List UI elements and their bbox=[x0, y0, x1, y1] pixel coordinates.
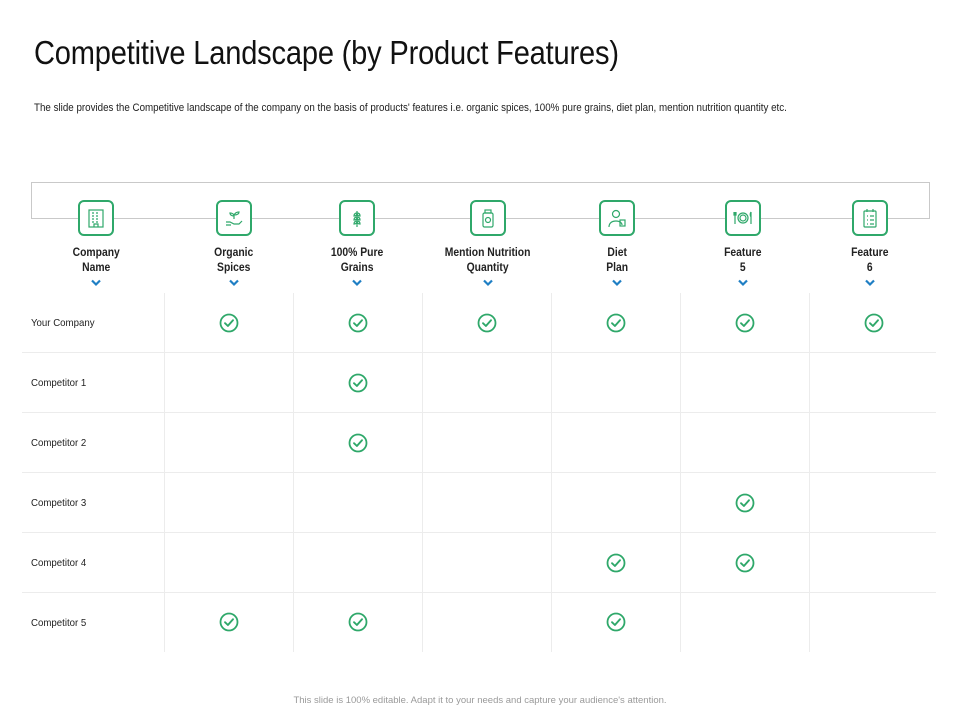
row-label: Competitor 3 bbox=[31, 497, 87, 509]
column-label: Organic Spices bbox=[214, 247, 254, 274]
check-icon bbox=[348, 373, 368, 393]
chevron-down-icon bbox=[352, 279, 362, 287]
column-pure-grains: 100% Pure Grains bbox=[297, 200, 417, 287]
column-nutrition-quantity: Mention Nutrition Quantity bbox=[428, 200, 548, 287]
checklist-calendar-icon bbox=[852, 200, 888, 236]
check-icon bbox=[735, 313, 755, 333]
column-label: Mention Nutrition Quantity bbox=[445, 247, 531, 274]
check-icon bbox=[348, 612, 368, 632]
chevron-down-icon bbox=[865, 279, 875, 287]
slide-title: Competitive Landscape (by Product Featur… bbox=[34, 34, 619, 71]
check-icon bbox=[348, 313, 368, 333]
building-icon bbox=[78, 200, 114, 236]
supplement-bottle-icon bbox=[470, 200, 506, 236]
column-label: 100% Pure Grains bbox=[330, 247, 384, 274]
column-label: Feature 6 bbox=[851, 247, 889, 274]
chevron-down-icon bbox=[483, 279, 493, 287]
hand-sprout-icon bbox=[216, 200, 252, 236]
check-icon bbox=[735, 553, 755, 573]
table-row: Competitor 3 bbox=[22, 473, 936, 533]
row-label: Competitor 5 bbox=[31, 617, 87, 629]
footer-note: This slide is 100% editable. Adapt it to… bbox=[293, 695, 667, 706]
check-icon bbox=[348, 433, 368, 453]
table-row: Competitor 4 bbox=[22, 533, 936, 593]
table-row: Competitor 5 bbox=[22, 593, 936, 653]
table-row: Competitor 1 bbox=[22, 353, 936, 413]
wheat-icon bbox=[339, 200, 375, 236]
table-row: Your Company bbox=[22, 293, 936, 353]
chevron-down-icon bbox=[738, 279, 748, 287]
row-label: Competitor 4 bbox=[31, 557, 87, 569]
chevron-down-icon bbox=[91, 279, 101, 287]
check-icon bbox=[864, 313, 884, 333]
check-icon bbox=[606, 553, 626, 573]
plate-cutlery-icon bbox=[725, 200, 761, 236]
chevron-down-icon bbox=[612, 279, 622, 287]
column-diet-plan: Diet Plan bbox=[557, 200, 677, 287]
check-icon bbox=[606, 313, 626, 333]
row-label: Competitor 1 bbox=[31, 377, 87, 389]
check-icon bbox=[219, 313, 239, 333]
check-icon bbox=[219, 612, 239, 632]
column-company-name: Company Name bbox=[36, 200, 156, 287]
column-feature-5: Feature 5 bbox=[683, 200, 803, 287]
slide-subtitle: The slide provides the Competitive lands… bbox=[34, 102, 787, 114]
column-feature-6: Feature 6 bbox=[810, 200, 930, 287]
chevron-down-icon bbox=[229, 279, 239, 287]
table-row: Competitor 2 bbox=[22, 413, 936, 473]
dietitian-icon bbox=[599, 200, 635, 236]
column-label: Feature 5 bbox=[724, 247, 762, 274]
row-label: Competitor 2 bbox=[31, 437, 87, 449]
check-icon bbox=[477, 313, 497, 333]
column-label: Company Name bbox=[72, 247, 120, 274]
row-label: Your Company bbox=[31, 317, 95, 329]
check-icon bbox=[606, 612, 626, 632]
column-label: Diet Plan bbox=[606, 247, 628, 274]
column-organic-spices: Organic Spices bbox=[174, 200, 294, 287]
check-icon bbox=[735, 493, 755, 513]
